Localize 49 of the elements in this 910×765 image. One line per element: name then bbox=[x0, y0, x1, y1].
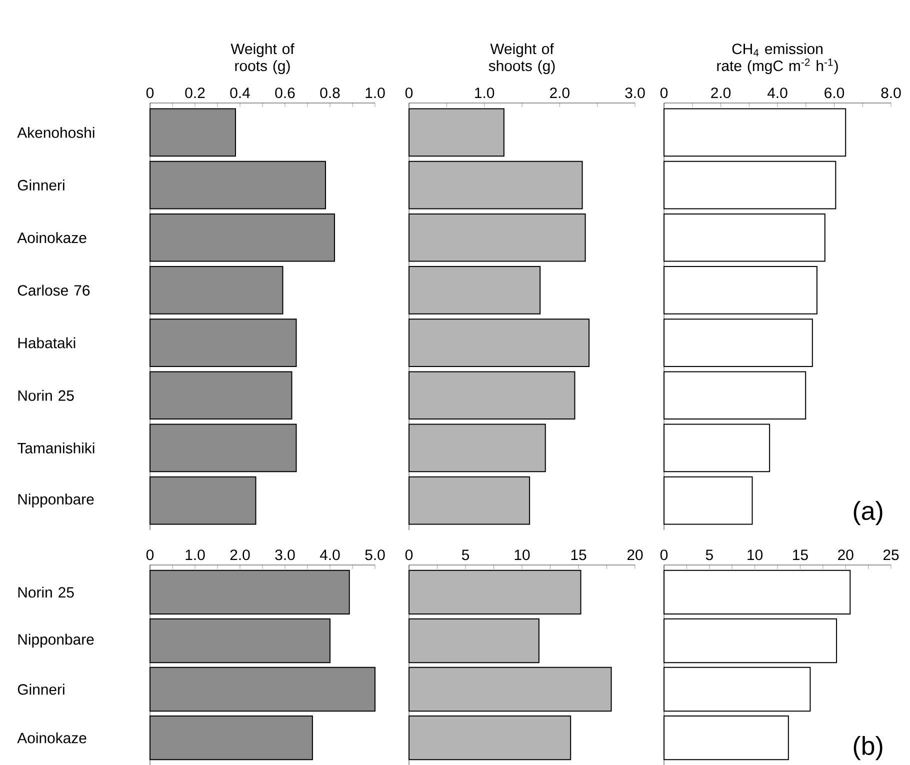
annotation: (a) bbox=[854, 501, 882, 526]
x-tick-label: 1.0 bbox=[366, 88, 385, 98]
y-tick-label: Tamanishiki bbox=[17, 442, 94, 454]
y-tick-label: Nipponbare bbox=[18, 634, 94, 648]
x-tick-label: 10 bbox=[748, 550, 763, 560]
x-tick-label: 0 bbox=[660, 88, 668, 98]
x-tick-label: 3.0 bbox=[275, 550, 295, 560]
x-tick-label: 15 bbox=[571, 550, 586, 560]
x-tick-label: 6.0 bbox=[824, 88, 844, 98]
x-tick-label: 1.0 bbox=[186, 550, 205, 560]
x-tick-label: 0.6 bbox=[275, 88, 295, 98]
x-tick-label: 3.0 bbox=[625, 88, 645, 98]
y-tick-label: Aoinokaze bbox=[17, 232, 86, 244]
x-tick-label: 5 bbox=[462, 550, 470, 560]
y-tick-label: Norin 25 bbox=[18, 390, 74, 401]
x-tick-label: 25 bbox=[883, 550, 899, 560]
x-tick-label: 4.0 bbox=[320, 550, 340, 560]
x-tick-label: 0 bbox=[405, 88, 413, 98]
x-tick-label: 0.8 bbox=[320, 88, 340, 98]
x-tick-label: 1.0 bbox=[475, 88, 494, 98]
x-tick-label: 0.4 bbox=[230, 88, 250, 98]
y-tick-label: Ginneri bbox=[18, 180, 64, 191]
y-tick-label: Norin 25 bbox=[18, 586, 74, 598]
x-tick-label: 0 bbox=[405, 550, 413, 560]
x-tick-label: 2.0 bbox=[550, 88, 570, 98]
y-tick-label: Ginneri bbox=[18, 684, 64, 695]
x-axis-title: Weight of roots (g) bbox=[230, 43, 294, 74]
x-axis-title: CH$_{4}$ emission rate (mgC m$^{-2}$ h$^{-1}$) bbox=[717, 43, 838, 74]
x-tick-label: 4.0 bbox=[767, 88, 788, 98]
x-tick-label: 0 bbox=[146, 88, 154, 98]
x-axis-title: Weight of shoots (g) bbox=[488, 43, 555, 74]
x-tick-label: 5.0 bbox=[365, 550, 385, 560]
y-tick-label: Nipponbare bbox=[18, 494, 94, 508]
x-tick-label: 0.2 bbox=[185, 88, 205, 98]
x-tick-label: 5 bbox=[706, 550, 713, 560]
x-tick-label: 8.0 bbox=[881, 88, 901, 98]
x-tick-label: 0 bbox=[146, 550, 154, 560]
x-tick-label: 20 bbox=[627, 550, 643, 560]
annotation: (b) bbox=[854, 736, 882, 760]
y-tick-label: Aoinokaze bbox=[17, 732, 86, 744]
y-tick-label: Akenohoshi bbox=[17, 126, 94, 138]
x-tick-label: 15 bbox=[793, 550, 808, 560]
x-tick-label: 0 bbox=[660, 550, 668, 560]
x-tick-label: 2.0 bbox=[711, 88, 731, 98]
x-tick-label: 10 bbox=[514, 550, 530, 560]
x-tick-label: 2.0 bbox=[230, 550, 250, 560]
x-tick-label: 20 bbox=[838, 550, 854, 560]
y-tick-label: Carlose 76 bbox=[18, 284, 90, 296]
y-tick-label: Habataki bbox=[18, 337, 76, 348]
